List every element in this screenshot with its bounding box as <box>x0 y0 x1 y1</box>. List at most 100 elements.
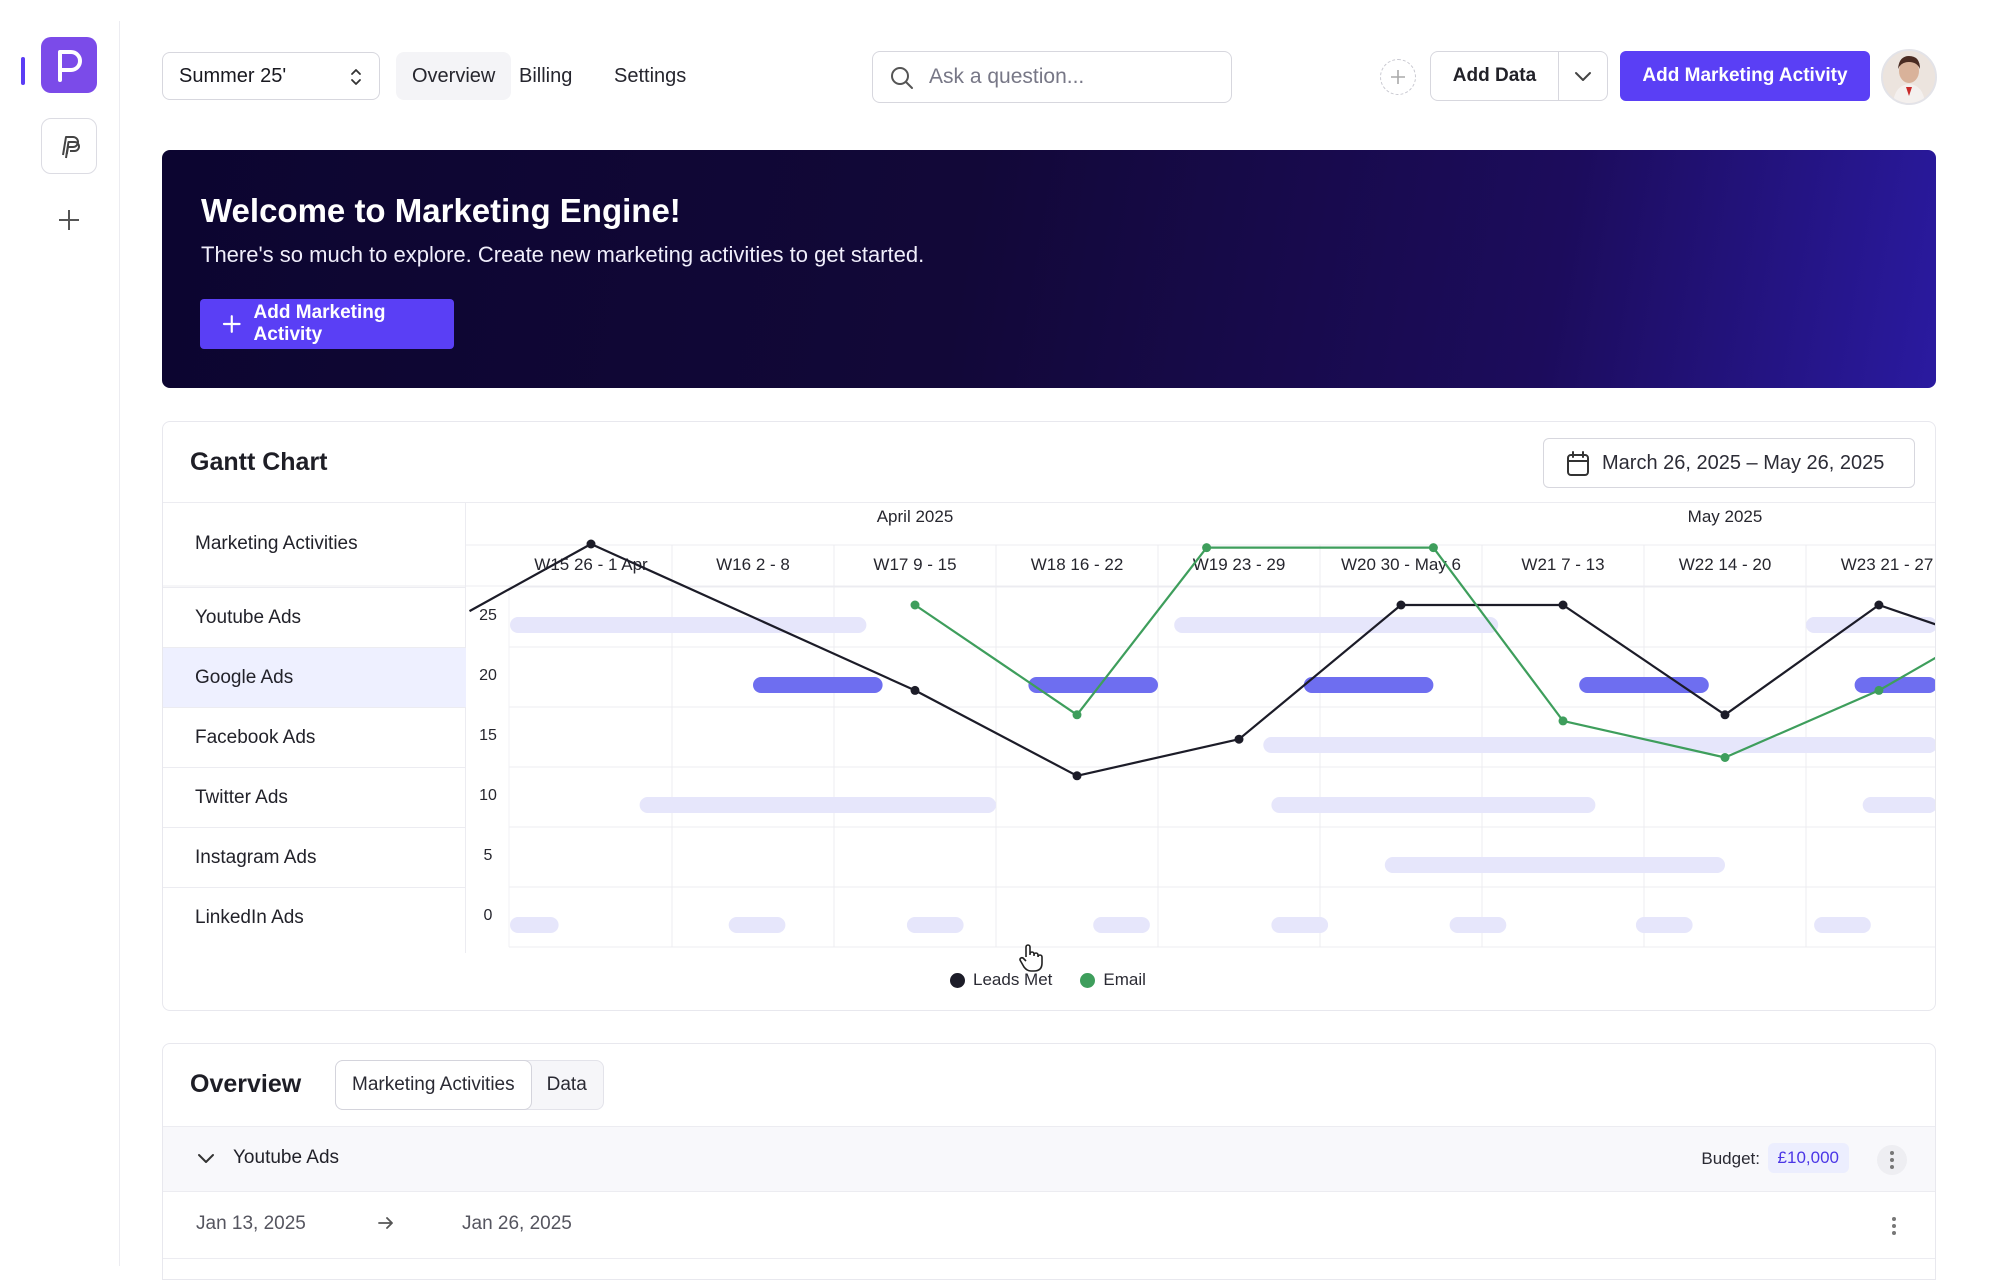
chart-legend: Leads Met Email <box>950 970 1146 990</box>
gantt-title: Gantt Chart <box>190 448 328 476</box>
series-point <box>1558 716 1568 726</box>
gantt-bar-active <box>753 677 883 693</box>
chevron-down-icon[interactable] <box>197 1151 215 1165</box>
activity-row-twitter-ads[interactable]: Twitter Ads <box>163 767 466 827</box>
banner-add-activity-button[interactable]: Add Marketing Activity <box>200 299 454 349</box>
banner-subtitle: There's so much to explore. Create new m… <box>201 242 925 267</box>
gantt-divider <box>163 502 1935 503</box>
gantt-bar <box>1635 917 1693 933</box>
activity-row-linkedin-ads[interactable]: LinkedIn Ads <box>163 887 466 947</box>
y-tick-label: 10 <box>479 787 497 804</box>
workspace-logo-button[interactable] <box>41 37 97 93</box>
legend-swatch-email <box>1080 972 1096 988</box>
overview-title: Overview <box>190 1070 302 1098</box>
series-point <box>910 685 920 695</box>
legend-label-email: Email <box>1103 970 1146 989</box>
week-label: W19 23 - 29 <box>1193 555 1286 574</box>
month-label: April 2025 <box>877 507 954 526</box>
row-more-button[interactable] <box>1879 1211 1909 1241</box>
series-point <box>1874 685 1884 695</box>
tab-marketing-activities[interactable]: Marketing Activities <box>335 1060 532 1110</box>
add-marketing-activity-button[interactable]: Add Marketing Activity <box>1620 51 1870 101</box>
add-workspace-button[interactable] <box>55 206 83 234</box>
week-label: W21 7 - 13 <box>1521 555 1604 574</box>
add-shortcut-button[interactable] <box>1380 59 1416 95</box>
secondary-workspace-button[interactable] <box>41 118 97 174</box>
series-point <box>1558 600 1568 610</box>
user-avatar[interactable] <box>1881 49 1937 105</box>
y-tick-label: 15 <box>479 727 497 744</box>
week-label: W23 21 - 27 <box>1841 555 1934 574</box>
series-point <box>1720 753 1730 762</box>
budget-label: Budget: <box>1701 1149 1760 1168</box>
welcome-banner: Welcome to Marketing Engine! There's so … <box>162 150 1936 388</box>
rail-active-indicator <box>21 57 25 85</box>
activity-row-facebook-ads[interactable]: Facebook Ads <box>163 707 466 767</box>
table-row[interactable]: Jan 13, 2025 Jan 26, 2025 <box>163 1193 1935 1259</box>
gantt-bar <box>1806 617 1935 633</box>
paypal-icon <box>62 136 80 159</box>
legend-label-leads-met: Leads Met <box>973 970 1053 989</box>
group-name: Youtube Ads <box>233 1147 340 1168</box>
date-range-picker[interactable]: March 26, 2025 – May 26, 2025 <box>1543 438 1915 488</box>
gantt-bar-active <box>1854 677 1935 693</box>
p-logo-icon <box>58 50 82 82</box>
gantt-bar <box>906 917 964 933</box>
activity-row-instagram-ads[interactable]: Instagram Ads <box>163 827 466 887</box>
series-line <box>914 546 1935 759</box>
avatar-portrait-icon <box>1883 51 1935 103</box>
series-point <box>1720 710 1730 720</box>
activity-group-youtube-ads[interactable]: Youtube Ads Budget: £10,000 <box>163 1126 1935 1192</box>
top-header: Summer 25' Overview Billing Settings Ask… <box>120 21 1981 131</box>
season-select[interactable]: Summer 25' <box>162 52 380 100</box>
gantt-bar <box>639 797 996 813</box>
row-end-date: Jan 26, 2025 <box>462 1213 572 1234</box>
gantt-bar <box>1263 737 1935 753</box>
group-more-button[interactable] <box>1877 1145 1907 1175</box>
week-label: W15 26 - 1 Apr <box>534 555 648 574</box>
series-point <box>1234 734 1244 744</box>
y-tick-label: 25 <box>479 607 497 624</box>
week-label: W22 14 - 20 <box>1679 555 1772 574</box>
gantt-bar <box>728 917 786 933</box>
gantt-bar <box>1271 917 1329 933</box>
season-select-value: Summer 25' <box>179 64 287 87</box>
tab-settings[interactable]: Settings <box>614 64 687 87</box>
search-icon <box>891 67 913 89</box>
gantt-bar-active <box>1303 677 1434 693</box>
y-axis-band <box>466 587 509 951</box>
gantt-bar <box>1271 797 1596 813</box>
search-placeholder: Ask a question... <box>929 65 1085 88</box>
chevron-down-icon <box>1575 72 1591 81</box>
series-line <box>468 542 1935 777</box>
plus-icon <box>59 210 79 230</box>
tab-data[interactable]: Data <box>546 1074 587 1095</box>
plus-icon <box>222 315 241 333</box>
legend-item-email: Email <box>1080 970 1146 990</box>
overview-card: Overview Marketing Activities Data Youtu… <box>162 1043 1936 1280</box>
kebab-menu-icon <box>1890 1151 1894 1169</box>
hand-cursor-icon <box>1019 944 1043 972</box>
arrow-right-icon <box>378 1217 393 1229</box>
y-tick-label: 20 <box>479 667 497 684</box>
week-label: W18 16 - 22 <box>1031 555 1124 574</box>
series-point <box>1202 543 1212 553</box>
gantt-card: Gantt Chart March 26, 2025 – May 26, 202… <box>162 421 1936 1011</box>
series-point <box>1874 600 1884 610</box>
gantt-bar <box>1093 917 1150 933</box>
add-data-dropdown-button[interactable] <box>1559 52 1607 100</box>
y-tick-label: 0 <box>484 907 493 924</box>
row-start-date: Jan 13, 2025 <box>196 1213 306 1234</box>
kebab-menu-icon <box>1892 1217 1896 1235</box>
tab-overview[interactable]: Overview <box>396 52 512 100</box>
gantt-bar <box>1814 917 1871 933</box>
activity-row-youtube-ads[interactable]: Youtube Ads <box>163 587 466 647</box>
search-input[interactable]: Ask a question... <box>872 51 1232 103</box>
add-data-split-button: Add Data <box>1430 51 1608 101</box>
gantt-bar <box>1449 917 1507 933</box>
activity-row-google-ads[interactable]: Google Ads <box>163 647 466 707</box>
gantt-bar <box>510 917 559 933</box>
tab-billing[interactable]: Billing <box>519 64 573 87</box>
add-data-button[interactable]: Add Data <box>1431 52 1559 100</box>
week-label: W20 30 - May 6 <box>1341 555 1461 574</box>
